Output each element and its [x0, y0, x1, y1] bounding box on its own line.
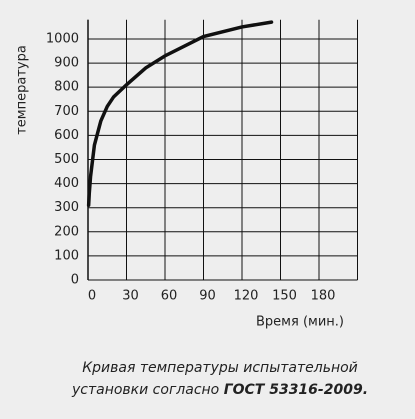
y-tick-label: 200: [54, 224, 79, 239]
x-axis-label: Время (мин.): [256, 315, 344, 330]
y-tick-label: 700: [54, 104, 79, 119]
y-tick-label: 300: [54, 200, 79, 215]
y-tick-label: 600: [54, 128, 79, 143]
y-tick-label: 400: [54, 176, 79, 191]
x-tick-label: 90: [199, 289, 216, 304]
x-tick-label: 120: [234, 289, 259, 304]
y-axis-label: температура: [15, 45, 30, 135]
y-tick-label: 100: [54, 248, 79, 263]
y-tick-label: 1000: [46, 31, 79, 46]
y-tick-label: 500: [54, 152, 79, 167]
y-tick-label: 800: [54, 80, 79, 95]
caption-text: установки согласно: [71, 382, 224, 398]
curve: [86, 20, 274, 208]
x-tick-label: 30: [122, 289, 139, 304]
caption: Кривая температуры испытательной: [82, 360, 358, 376]
y-tick-label: 0: [71, 273, 79, 288]
x-tick-label: 180: [311, 289, 336, 304]
caption-bold: ГОСТ 53316-2009.: [224, 382, 368, 398]
x-tick-label: 150: [272, 289, 297, 304]
x-tick-label: 60: [161, 289, 178, 304]
x-tick-label: 0: [88, 289, 96, 304]
y-tick-label: 900: [54, 56, 79, 71]
caption: установки согласно ГОСТ 53316-2009.: [71, 382, 368, 398]
